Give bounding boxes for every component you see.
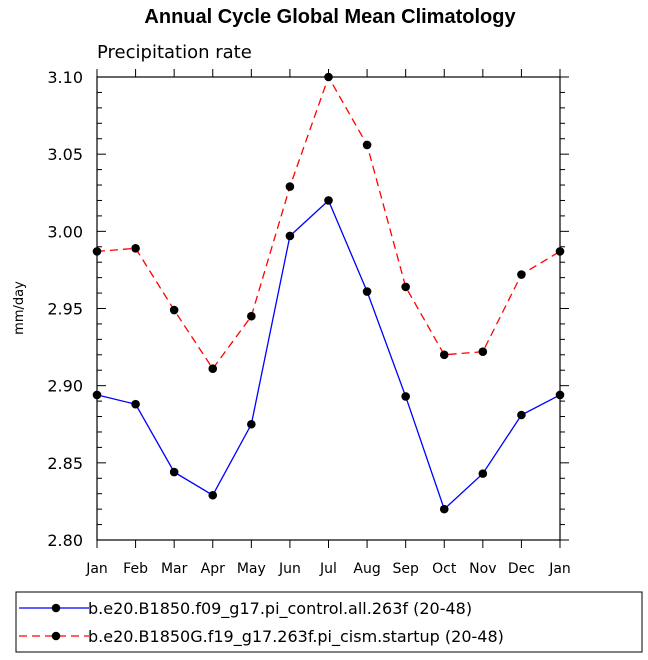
x-tick-label: Mar bbox=[161, 561, 188, 577]
y-tick-label: 2.85 bbox=[47, 454, 83, 473]
data-point bbox=[517, 270, 526, 279]
data-point bbox=[285, 182, 295, 191]
data-point bbox=[208, 490, 218, 500]
x-tick-label: Oct bbox=[432, 561, 457, 577]
data-point bbox=[92, 390, 102, 400]
data-point bbox=[555, 247, 565, 256]
x-tick-label: Jul bbox=[319, 561, 337, 577]
data-point bbox=[324, 72, 333, 82]
series-layer bbox=[92, 72, 565, 514]
series-0 bbox=[92, 196, 565, 514]
data-point bbox=[92, 247, 102, 256]
y-tick-label: 2.90 bbox=[47, 377, 83, 396]
chart-subtitle: Precipitation rate bbox=[97, 42, 252, 63]
data-point bbox=[362, 287, 372, 296]
data-point bbox=[401, 282, 410, 292]
data-point bbox=[555, 390, 565, 400]
x-tick-labels: Jan Feb Mar Apr May Jun Jul Aug Sep Oct Nov Dec Jan bbox=[85, 561, 571, 577]
x-tick-label: Nov bbox=[469, 561, 496, 577]
data-point bbox=[517, 410, 526, 420]
data-point bbox=[285, 231, 295, 241]
legend-entry: b.e20.B1850.f09_g17.pi_control.all.263f … bbox=[19, 599, 472, 619]
tick-marks bbox=[96, 69, 569, 548]
data-point bbox=[439, 504, 449, 514]
y-tick-label: 3.10 bbox=[47, 68, 83, 87]
x-tick-label: Aug bbox=[353, 561, 380, 577]
y-axis-label: mm/day bbox=[12, 281, 27, 335]
data-point bbox=[208, 364, 218, 373]
series-1 bbox=[92, 72, 565, 373]
data-point bbox=[478, 347, 488, 357]
x-tick-label: Sep bbox=[392, 561, 419, 577]
legend: b.e20.B1850.f09_g17.pi_control.all.263f … bbox=[15, 591, 643, 653]
data-point bbox=[478, 469, 488, 478]
legend-marker bbox=[51, 603, 61, 613]
y-tick-label: 3.05 bbox=[47, 145, 83, 164]
legend-box bbox=[15, 591, 643, 653]
legend-label: b.e20.B1850.f09_g17.pi_control.all.263f … bbox=[88, 599, 472, 619]
data-point bbox=[247, 419, 256, 429]
data-point bbox=[439, 350, 449, 360]
x-tick-label: May bbox=[237, 561, 266, 577]
x-tick-label: Apr bbox=[201, 561, 225, 577]
data-point bbox=[324, 196, 333, 205]
x-tick-label: Jan bbox=[85, 561, 108, 577]
data-point bbox=[401, 392, 410, 401]
x-tick-label: Jun bbox=[278, 561, 301, 577]
legend-marker bbox=[51, 631, 61, 641]
x-tick-label: Feb bbox=[123, 561, 148, 577]
x-tick-label: Dec bbox=[508, 561, 535, 577]
y-tick-label: 2.80 bbox=[47, 531, 83, 550]
y-tick-label: 3.00 bbox=[47, 222, 83, 241]
series-line bbox=[96, 199, 561, 511]
series-line bbox=[96, 75, 561, 370]
data-point bbox=[131, 399, 140, 409]
y-tick-label: 2.95 bbox=[47, 300, 83, 319]
y-tick-labels: 2.80 2.85 2.90 2.95 3.00 3.05 3.10 bbox=[47, 68, 83, 550]
data-point bbox=[131, 244, 140, 253]
data-point bbox=[247, 311, 256, 321]
data-point bbox=[169, 467, 179, 477]
plot-frame bbox=[96, 76, 561, 541]
data-point bbox=[362, 140, 372, 150]
data-point bbox=[169, 305, 179, 315]
chart-title: Annual Cycle Global Mean Climatology bbox=[144, 6, 516, 28]
legend-entry: b.e20.B1850G.f19_g17.263f.pi_cism.startu… bbox=[19, 627, 504, 647]
x-tick-label: Jan bbox=[548, 561, 571, 577]
legend-label: b.e20.B1850G.f19_g17.263f.pi_cism.startu… bbox=[88, 627, 504, 647]
